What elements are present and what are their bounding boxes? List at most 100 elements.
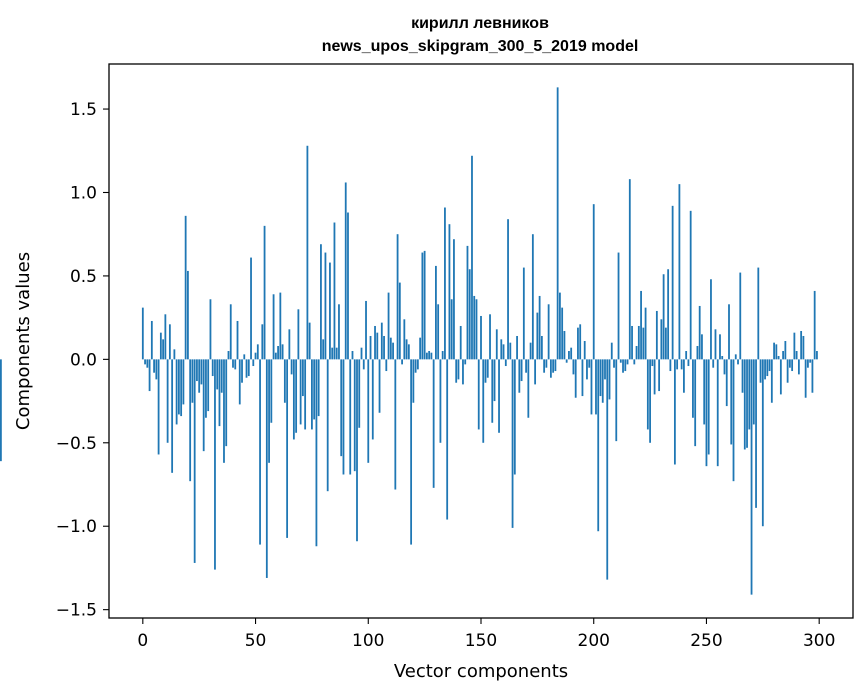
bar: [604, 359, 606, 380]
bar: [261, 324, 264, 360]
bar: [610, 342, 613, 360]
bar: [588, 359, 591, 368]
bar: [459, 325, 462, 360]
bar: [696, 346, 699, 360]
bar: [480, 315, 482, 360]
bar: [680, 359, 683, 370]
bar: [155, 359, 158, 380]
bar: [703, 359, 706, 425]
bar: [159, 332, 162, 360]
bars-group: [0, 87, 818, 595]
y-axis-ticks: −1.5 −1.0 −0.5 0.0 0.5 1.0 1.5: [56, 100, 109, 621]
bar: [141, 307, 144, 360]
bar: [574, 359, 577, 398]
bar: [577, 327, 579, 360]
bar: [635, 346, 638, 360]
bar: [504, 359, 507, 367]
bar: [335, 347, 338, 360]
bar: [572, 359, 575, 375]
bar: [254, 352, 257, 360]
bar: [707, 359, 710, 455]
bar: [755, 359, 757, 508]
bar: [313, 359, 316, 420]
bar: [371, 359, 374, 440]
bar: [802, 335, 805, 360]
bar: [730, 359, 733, 445]
bar: [394, 359, 397, 490]
bar: [419, 337, 422, 360]
bar: [568, 351, 570, 360]
bar: [227, 351, 230, 360]
bar: [182, 359, 185, 405]
y-tick-label: 1.0: [70, 183, 97, 203]
bar: [360, 347, 363, 360]
bar: [387, 292, 390, 360]
bar: [549, 359, 552, 378]
bar: [268, 359, 270, 463]
bar: [721, 356, 724, 360]
bar: [777, 356, 780, 360]
bar: [295, 359, 298, 433]
bar: [299, 359, 302, 425]
bar: [175, 359, 178, 425]
bar: [403, 319, 406, 360]
bar: [353, 359, 356, 472]
bar: [475, 299, 478, 360]
bar: [414, 359, 417, 373]
bar: [200, 359, 203, 385]
bar: [678, 184, 681, 360]
plot-frame: [108, 63, 854, 619]
bar: [520, 359, 523, 382]
bar: [714, 329, 717, 360]
bar: [365, 300, 367, 360]
bar: [425, 352, 428, 360]
bar: [189, 359, 192, 482]
bar: [608, 359, 611, 400]
bar: [392, 342, 394, 360]
bar: [725, 359, 728, 407]
bar: [556, 87, 559, 360]
bar: [448, 224, 451, 360]
y-tick-label: −1.0: [56, 517, 97, 537]
bar: [0, 359, 2, 462]
bar: [613, 359, 615, 368]
bar: [193, 359, 196, 563]
bar: [579, 324, 582, 360]
y-tick-label: −0.5: [56, 434, 97, 454]
bar: [329, 262, 331, 360]
bar: [723, 359, 726, 375]
bar: [464, 359, 467, 365]
bar: [511, 359, 514, 528]
bar: [757, 267, 760, 360]
bar: [344, 182, 347, 360]
bar: [238, 359, 241, 405]
bar: [306, 145, 309, 360]
bar: [184, 215, 187, 360]
bar: [304, 359, 307, 430]
bar: [453, 239, 455, 360]
bar: [229, 304, 232, 360]
bar: [187, 270, 189, 360]
bar: [816, 351, 818, 360]
bar: [640, 290, 642, 360]
bar: [527, 359, 530, 418]
bar: [759, 359, 762, 383]
bar: [583, 341, 586, 360]
bar: [500, 339, 503, 360]
bar: [752, 359, 755, 425]
bar: [597, 359, 600, 532]
bar: [649, 359, 651, 443]
bar: [263, 225, 266, 360]
bar: [168, 324, 171, 360]
bar: [146, 359, 149, 368]
bar: [245, 359, 248, 378]
bar: [484, 359, 487, 383]
bar: [473, 295, 476, 360]
bar: [259, 359, 261, 545]
bar: [171, 359, 174, 473]
bar: [416, 359, 419, 370]
bar: [250, 257, 252, 360]
bar: [223, 359, 225, 463]
bar: [437, 304, 440, 360]
bar: [518, 359, 521, 393]
